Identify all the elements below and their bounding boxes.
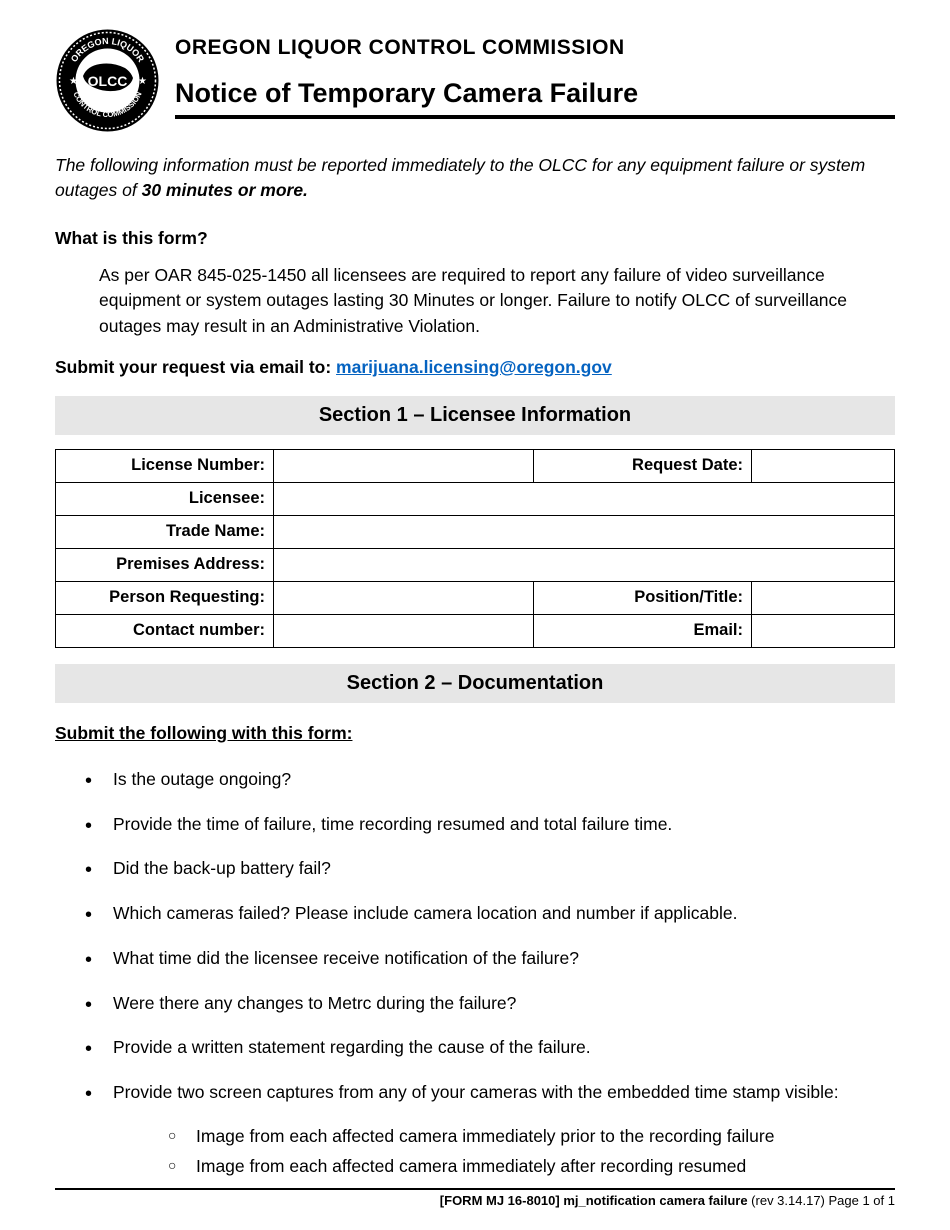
- form-title: Notice of Temporary Camera Failure: [175, 78, 895, 119]
- premises-address-label: Premises Address:: [56, 548, 274, 581]
- request-date-label: Request Date:: [534, 449, 752, 482]
- person-requesting-label: Person Requesting:: [56, 581, 274, 614]
- svg-text:OLCC: OLCC: [88, 73, 128, 89]
- list-item: Provide two screen captures from any of …: [85, 1081, 895, 1179]
- position-title-input[interactable]: [752, 581, 895, 614]
- header-text-block: OREGON LIQUOR CONTROL COMMISSION Notice …: [175, 28, 895, 119]
- contact-number-input[interactable]: [274, 614, 534, 647]
- email-input[interactable]: [752, 614, 895, 647]
- person-requesting-input[interactable]: [274, 581, 534, 614]
- email-link[interactable]: marijuana.licensing@oregon.gov: [336, 357, 612, 377]
- footer-rev: (rev 3.14.17) Page 1 of 1: [748, 1193, 895, 1208]
- trade-name-input[interactable]: [274, 515, 895, 548]
- licensee-info-table: License Number: Request Date: Licensee: …: [55, 449, 895, 648]
- footer-form-code: [FORM MJ 16-8010]: [440, 1193, 560, 1208]
- what-is-this-form-answer: As per OAR 845-025-1450 all licensees ar…: [99, 263, 895, 339]
- intro-bold-text: 30 minutes or more.: [142, 180, 308, 200]
- intro-paragraph: The following information must be report…: [55, 153, 895, 204]
- licensee-input[interactable]: [274, 482, 895, 515]
- license-number-input[interactable]: [274, 449, 534, 482]
- what-is-this-form-heading: What is this form?: [55, 228, 895, 249]
- section-1-header: Section 1 – Licensee Information: [55, 396, 895, 435]
- list-item: Were there any changes to Metrc during t…: [85, 992, 895, 1015]
- organization-name: OREGON LIQUOR CONTROL COMMISSION: [175, 36, 895, 60]
- trade-name-label: Trade Name:: [56, 515, 274, 548]
- svg-text:★: ★: [138, 76, 147, 87]
- olcc-logo-icon: OLCC OREGON LIQUOR CONTROL COMMISSION ★ …: [55, 28, 160, 133]
- licensee-label: Licensee:: [56, 482, 274, 515]
- sub-bullet-list: Image from each affected camera immediat…: [113, 1124, 895, 1179]
- footer-file-name: mj_notification camera failure: [560, 1193, 748, 1208]
- sub-list-item: Image from each affected camera immediat…: [168, 1124, 895, 1149]
- list-item: Which cameras failed? Please include cam…: [85, 902, 895, 925]
- list-item: Provide a written statement regarding th…: [85, 1036, 895, 1059]
- premises-address-input[interactable]: [274, 548, 895, 581]
- list-item: What time did the licensee receive notif…: [85, 947, 895, 970]
- submit-email-line: Submit your request via email to: mariju…: [55, 357, 895, 378]
- submit-following-heading: Submit the following with this form:: [55, 723, 895, 744]
- list-item-text: Provide two screen captures from any of …: [113, 1082, 839, 1102]
- section-2-header: Section 2 – Documentation: [55, 664, 895, 703]
- page-footer: [FORM MJ 16-8010] mj_notification camera…: [55, 1188, 895, 1208]
- email-label: Email:: [534, 614, 752, 647]
- list-item: Provide the time of failure, time record…: [85, 813, 895, 836]
- sub-list-item: Image from each affected camera immediat…: [168, 1154, 895, 1179]
- list-item: Is the outage ongoing?: [85, 768, 895, 791]
- license-number-label: License Number:: [56, 449, 274, 482]
- svg-text:★: ★: [69, 76, 78, 87]
- documentation-bullet-list: Is the outage ongoing? Provide the time …: [55, 768, 895, 1179]
- position-title-label: Position/Title:: [534, 581, 752, 614]
- request-date-input[interactable]: [752, 449, 895, 482]
- document-header: OLCC OREGON LIQUOR CONTROL COMMISSION ★ …: [55, 28, 895, 133]
- submit-prefix: Submit your request via email to:: [55, 357, 336, 377]
- list-item: Did the back-up battery fail?: [85, 857, 895, 880]
- contact-number-label: Contact number:: [56, 614, 274, 647]
